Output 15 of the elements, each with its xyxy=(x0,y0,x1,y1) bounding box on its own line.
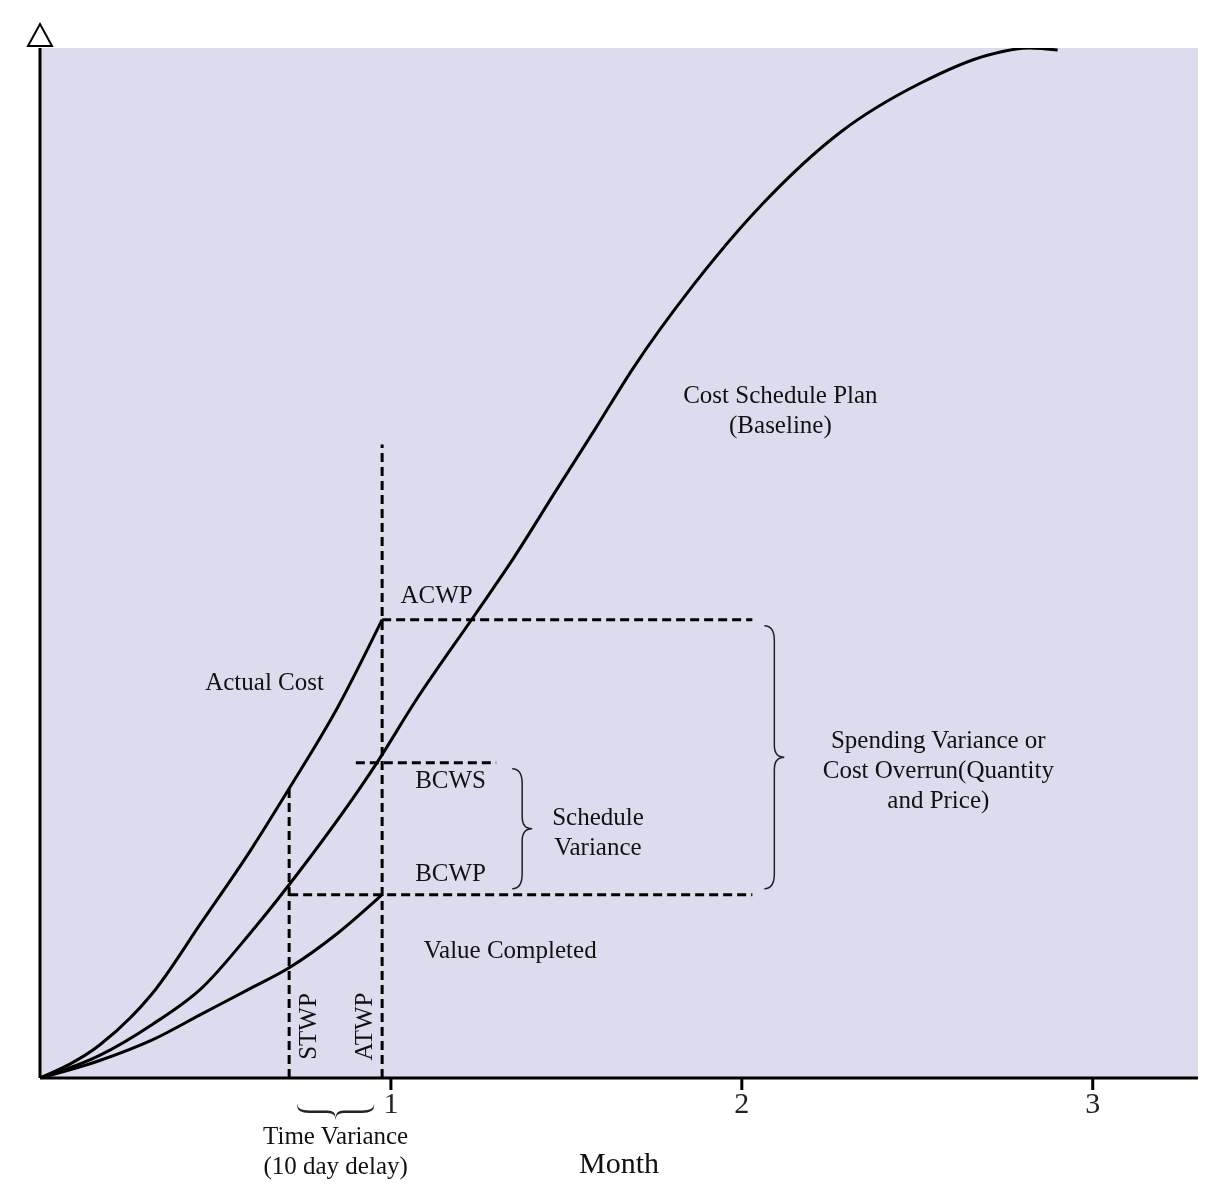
annotation: Cost Schedule Plan (Baseline) xyxy=(683,380,879,438)
annotation: Schedule Variance xyxy=(552,802,644,860)
annotation: STWP xyxy=(293,993,321,1060)
annotation: Value Completed xyxy=(423,935,598,963)
x-tick-label: 1 xyxy=(383,1086,399,1120)
annotation: Spending Variance or Cost Overrun(Quantity and Price) xyxy=(822,725,1055,814)
annotation: ATWP xyxy=(349,992,377,1061)
annotation: BCWS xyxy=(415,765,486,793)
x-tick-label: 3 xyxy=(1085,1086,1101,1120)
x-tick-label: 2 xyxy=(734,1086,750,1120)
text: Time Variance (10 day delay) xyxy=(263,1121,409,1180)
annotation: BCWP xyxy=(415,858,486,886)
annotation: ACWP xyxy=(400,580,473,608)
annotation: Actual Cost xyxy=(205,667,324,695)
x-axis-title: Month xyxy=(578,1146,660,1179)
